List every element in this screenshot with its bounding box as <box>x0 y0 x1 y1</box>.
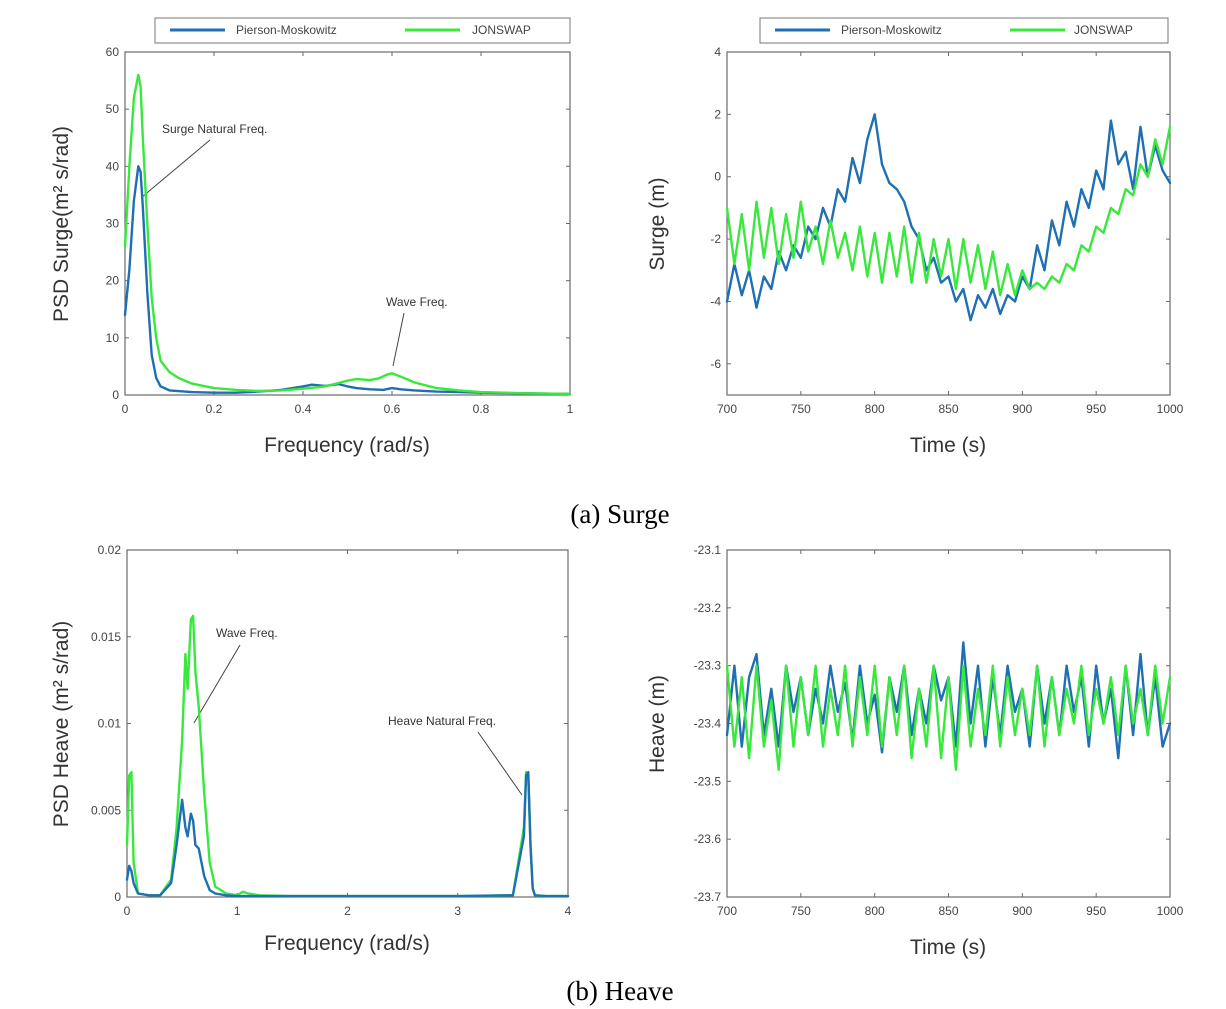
x-tick-label: 1000 <box>1157 904 1184 918</box>
annotation-surge-natural-freq: Surge Natural Freq. <box>162 122 267 136</box>
plot-frame <box>126 549 569 898</box>
y-tick-label: 4 <box>714 45 721 59</box>
x-axis-label: Time (s) <box>910 936 986 959</box>
series-line-pierson-moskowitz <box>123 165 572 396</box>
y-tick-label: 0.015 <box>91 630 121 644</box>
x-tick-label: 900 <box>1012 904 1032 918</box>
annotation-arrow <box>193 644 241 724</box>
annotation-heave-natural-freq: Heave Natural Freq. <box>388 714 496 728</box>
y-tick-label: -23.2 <box>694 601 722 615</box>
x-tick-label: 750 <box>791 904 811 918</box>
y-tick-label: 0 <box>114 890 121 904</box>
x-tick-label: 750 <box>791 402 811 416</box>
x-tick-label: 700 <box>717 904 737 918</box>
series-line-jonswap <box>725 664 1172 771</box>
y-tick-label: -6 <box>710 357 721 371</box>
x-tick-label: 1 <box>567 402 574 416</box>
y-axis-label: PSD Surge(m² s/rad) <box>50 126 73 322</box>
annotation-wave-freq: Wave Freq. <box>386 295 448 309</box>
y-axis-label: Surge (m) <box>646 177 669 270</box>
legend-label-pierson-moskowitz: Pierson-Moskowitz <box>841 23 942 37</box>
x-tick-label: 2 <box>344 904 351 918</box>
x-tick-label: 800 <box>865 402 885 416</box>
chart-psd-heave: PSD Heave (m² s/rad) Frequency (rad/s) W… <box>50 543 572 955</box>
x-axis-label: Time (s) <box>910 434 986 457</box>
y-tick-label: 0.02 <box>98 543 122 557</box>
y-tick-label: 30 <box>106 217 120 231</box>
x-tick-label: 0 <box>122 402 129 416</box>
y-tick-label: 0.005 <box>91 803 121 817</box>
legend-label-jonswap: JONSWAP <box>1074 23 1133 37</box>
series-line-pierson-moskowitz <box>725 113 1172 322</box>
x-tick-label: 0.8 <box>473 402 490 416</box>
y-axis-label: PSD Heave (m² s/rad) <box>50 621 73 828</box>
caption-surge: (a) Surge <box>570 499 669 529</box>
x-tick-label: 950 <box>1086 402 1106 416</box>
y-tick-label: -23.5 <box>694 774 722 788</box>
y-tick-label: -23.7 <box>694 890 722 904</box>
legend: Pierson-Moskowitz JONSWAP <box>759 17 1169 44</box>
chart-psd-surge: Pierson-Moskowitz JONSWAP PSD Surge(m² s… <box>50 17 574 457</box>
caption-heave: (b) Heave <box>566 976 673 1006</box>
y-tick-label: 40 <box>106 159 120 173</box>
y-tick-label: 0 <box>112 388 119 402</box>
y-tick-label: 20 <box>106 274 120 288</box>
x-tick-label: 700 <box>717 402 737 416</box>
y-tick-label: -23.1 <box>694 543 722 557</box>
plot-frame <box>124 51 571 396</box>
x-tick-label: 1 <box>234 904 241 918</box>
y-tick-label: -4 <box>710 294 721 308</box>
annotation-arrow <box>392 312 405 367</box>
y-tick-label: -23.3 <box>694 659 722 673</box>
y-tick-label: 2 <box>714 107 721 121</box>
x-tick-label: 800 <box>865 904 885 918</box>
legend: Pierson-Moskowitz JONSWAP <box>154 17 571 44</box>
chart-surge-time: Pierson-Moskowitz JONSWAP Surge (m) Time… <box>646 17 1184 457</box>
plot-frame <box>726 51 1171 396</box>
x-tick-label: 1000 <box>1157 402 1184 416</box>
x-tick-label: 850 <box>938 402 958 416</box>
legend-label-jonswap: JONSWAP <box>472 23 531 37</box>
y-tick-label: 60 <box>106 45 120 59</box>
x-axis-label: Frequency (rad/s) <box>264 434 430 457</box>
x-tick-label: 0.4 <box>295 402 312 416</box>
y-tick-label: -23.6 <box>694 832 722 846</box>
x-tick-label: 0.2 <box>206 402 223 416</box>
x-tick-label: 4 <box>565 904 572 918</box>
chart-heave-time: Heave (m) Time (s) 700 750 800 850 900 950 100… <box>646 543 1184 959</box>
x-axis-label: Frequency (rad/s) <box>264 932 430 955</box>
y-tick-label: 10 <box>106 331 120 345</box>
annotation-arrow <box>477 731 523 796</box>
annotation-arrow <box>141 139 211 198</box>
y-tick-label: -2 <box>710 232 721 246</box>
series-line-jonswap <box>725 125 1172 297</box>
x-tick-label: 0.6 <box>384 402 401 416</box>
y-axis-label: Heave (m) <box>646 675 669 773</box>
y-tick-label: 50 <box>106 102 120 116</box>
series-line-pierson-moskowitz <box>125 770 570 898</box>
x-tick-label: 3 <box>454 904 461 918</box>
annotation-wave-freq: Wave Freq. <box>216 626 278 640</box>
x-tick-label: 850 <box>938 904 958 918</box>
series-line-jonswap <box>123 73 572 396</box>
x-tick-label: 0 <box>124 904 131 918</box>
x-tick-label: 900 <box>1012 402 1032 416</box>
y-tick-label: 0.01 <box>98 717 122 731</box>
series-line-jonswap <box>125 614 570 898</box>
y-tick-label: 0 <box>714 170 721 184</box>
y-tick-label: -23.4 <box>694 717 722 731</box>
legend-label-pierson-moskowitz: Pierson-Moskowitz <box>236 23 337 37</box>
x-tick-label: 950 <box>1086 904 1106 918</box>
